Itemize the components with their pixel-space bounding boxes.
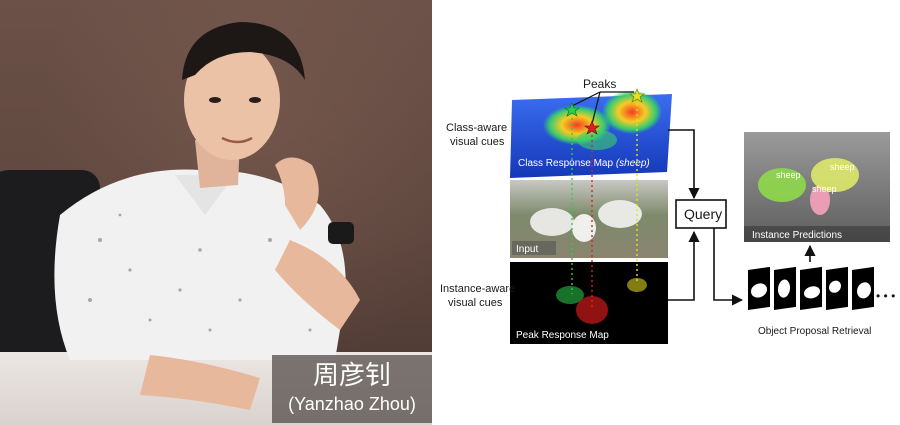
projection-lines	[571, 104, 638, 310]
name-caption: 周彦钊 (Yanzhao Zhou)	[272, 355, 432, 423]
query-box: Query	[675, 199, 727, 229]
sheep-label-2: sheep	[812, 184, 837, 194]
class-aware-label-1: Class-aware	[446, 122, 507, 134]
sheep-label-3: sheep	[830, 162, 855, 172]
query-to-proposals-arrow	[713, 228, 744, 306]
peaks-pointer-lines	[571, 91, 634, 125]
class-aware-label-2: visual cues	[450, 136, 505, 148]
name-chinese: 周彦钊	[312, 361, 391, 391]
instance-predictions-label: Instance Predictions	[752, 230, 842, 241]
more-proposals-ellipsis: • • •	[876, 289, 895, 303]
sheep-label-1: sheep	[776, 170, 801, 180]
instance-predictions: sheep sheep sheep Instance Predictions	[744, 132, 890, 242]
query-connectors	[668, 129, 700, 301]
peaks-label: Peaks	[583, 77, 616, 91]
svg-text:Class Response Map (sh: Class Response Map (sheep)	[518, 158, 650, 169]
instance-aware-label-1: Instance-aware	[440, 283, 515, 295]
prm-diagram: Class Response Map (sheep) Peaks Class-a…	[432, 0, 900, 425]
class-response-map: Class Response Map (sheep)	[510, 90, 672, 178]
name-english: (Yanzhao Zhou)	[288, 394, 416, 414]
person-figure	[54, 22, 360, 410]
input-label: Input	[516, 244, 538, 255]
object-proposal-retrieval-label: Object Proposal Retrieval	[758, 326, 871, 337]
peak-response-map: Peak Response Map	[510, 262, 668, 344]
input-image: Input	[510, 180, 668, 258]
peak-markers	[564, 88, 645, 135]
portrait-photo: 周彦钊 (Yanzhao Zhou)	[0, 0, 432, 425]
object-proposal-masks	[748, 266, 874, 310]
query-label: Query	[684, 206, 722, 222]
instance-aware-label-2: visual cues	[448, 297, 503, 309]
peak-response-map-label: Peak Response Map	[516, 330, 609, 341]
